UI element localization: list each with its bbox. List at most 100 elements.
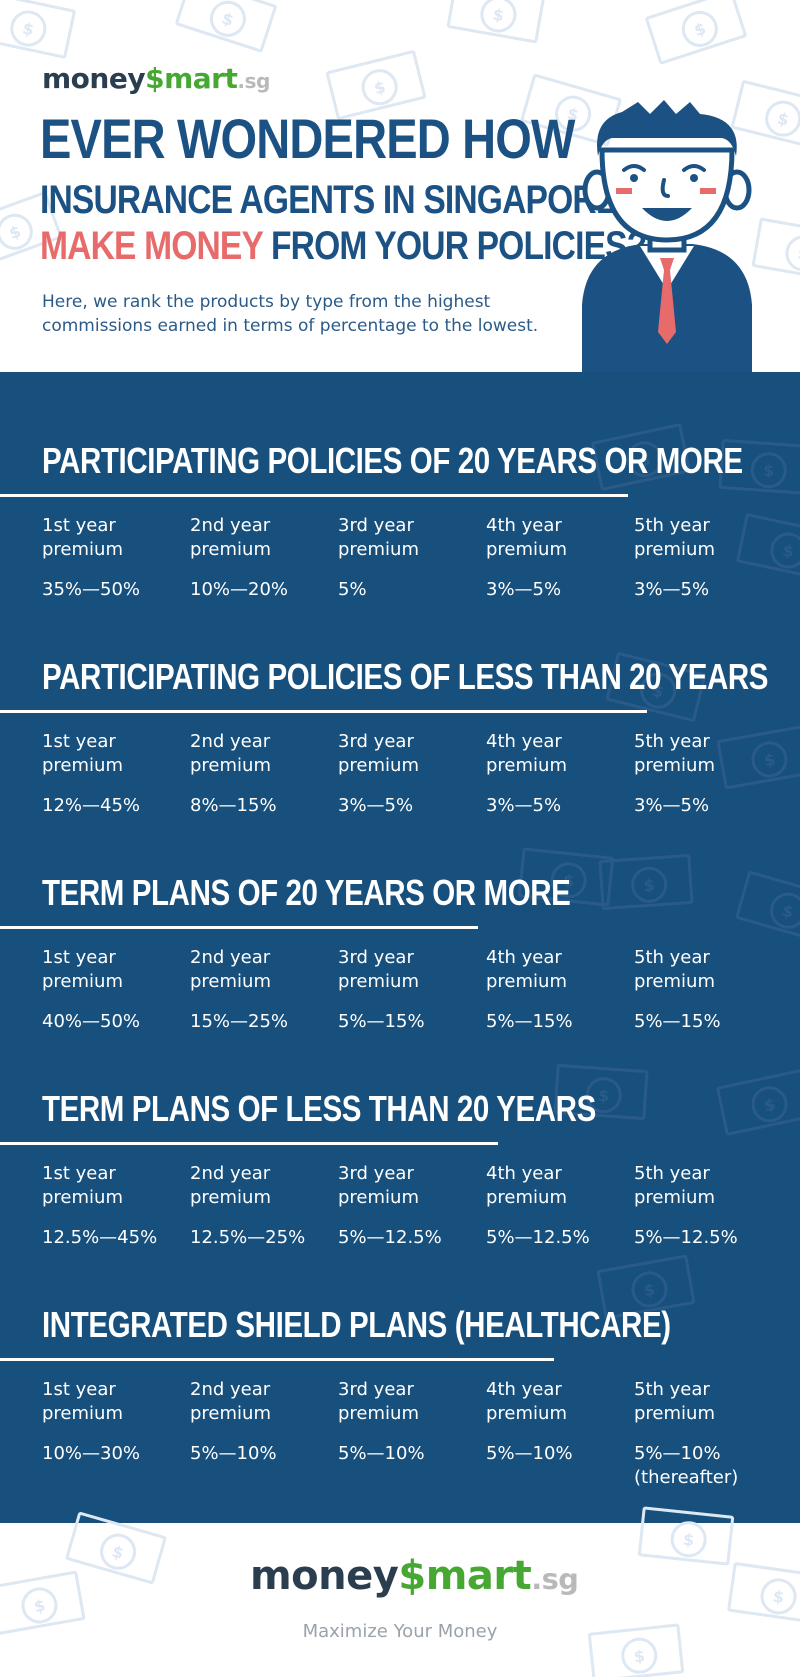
section-participating-under-20: PARTICIPATING POLICIES OF LESS THAN 20 Y… (0, 656, 800, 856)
commission-range: 5%—15% (338, 1011, 425, 1032)
commission-range: 3%—5% (486, 579, 562, 600)
headline-line-1: EVER WONDERED HOW (40, 107, 575, 170)
commission-range: 5% (338, 579, 367, 600)
premium-year-label: 3rd year premium (338, 947, 419, 992)
headline-line-3: MAKE MONEY FROM YOUR POLICIES? (40, 224, 647, 269)
commission-panel: PARTICIPATING POLICIES OF 20 YEARS OR MO… (0, 372, 800, 1523)
money-bill-icon (644, 0, 748, 65)
section-divider (0, 1358, 554, 1361)
commission-range: 15%—25% (190, 1011, 289, 1032)
premium-column: 5th year premium 5%—12.5% (634, 1162, 784, 1250)
premium-year-label: 4th year premium (486, 1379, 567, 1424)
header: money$mart.sg EVER WONDERED HOW INSURANC… (0, 0, 800, 372)
premium-year-label: 4th year premium (486, 1163, 567, 1208)
premium-column: 2nd year premium 8%—15% (190, 730, 340, 818)
commission-range: 5%—12.5% (338, 1227, 442, 1248)
premium-year-label: 2nd year premium (190, 515, 271, 560)
premium-column: 4th year premium 3%—5% (486, 730, 636, 818)
premium-column: 2nd year premium 10%—20% (190, 514, 340, 602)
premium-column: 3rd year premium 5%—10% (338, 1378, 488, 1466)
premium-column: 1st year premium 35%—50% (42, 514, 192, 602)
section-title: PARTICIPATING POLICIES OF LESS THAN 20 Y… (42, 656, 769, 697)
premium-column: 3rd year premium 5% (338, 514, 488, 602)
premium-year-label: 2nd year premium (190, 947, 271, 992)
premium-column: 3rd year premium 5%—12.5% (338, 1162, 488, 1250)
premium-year-label: 4th year premium (486, 947, 567, 992)
premium-year-label: 4th year premium (486, 731, 567, 776)
premium-column: 2nd year premium 12.5%—25% (190, 1162, 340, 1250)
insurance-agent-illustration (582, 100, 752, 372)
commission-range: 10%—20% (190, 579, 289, 600)
premium-column: 3rd year premium 5%—15% (338, 946, 488, 1034)
premium-year-label: 2nd year premium (190, 731, 271, 776)
headline-line-3-rest: FROM YOUR POLICIES? (262, 224, 647, 268)
headline-line-2: INSURANCE AGENTS IN SINGAPORE (40, 178, 618, 222)
tagline: Maximize Your Money (302, 1621, 498, 1642)
intro-text: Here, we rank the products by type from … (42, 292, 539, 336)
premium-year-label: 2nd year premium (190, 1163, 271, 1208)
commission-range: 5%—10% (338, 1443, 425, 1464)
section-divider (0, 926, 478, 929)
premium-column: 2nd year premium 15%—25% (190, 946, 340, 1034)
commission-range: 3%—5% (486, 795, 562, 816)
money-bill-icon (637, 1506, 735, 1566)
footer: money$mart.sg Maximize Your Money (0, 1506, 800, 1677)
premium-year-label: 1st year premium (42, 947, 123, 992)
premium-column: 1st year premium 10%—30% (42, 1378, 192, 1466)
premium-column: 5th year premium 5%—10% (thereafter) (634, 1378, 784, 1490)
commission-range: 5%—10% (486, 1443, 573, 1464)
commission-range: 5%—12.5% (634, 1227, 738, 1248)
section-divider (0, 1142, 498, 1145)
premium-year-label: 2nd year premium (190, 1379, 271, 1424)
commission-range: 3%—5% (634, 579, 710, 600)
premium-year-label: 5th year premium (634, 947, 715, 992)
commission-range: 5%—15% (634, 1011, 721, 1032)
premium-column: 4th year premium 5%—15% (486, 946, 636, 1034)
commission-range: 40%—50% (42, 1011, 141, 1032)
premium-year-label: 3rd year premium (338, 1379, 419, 1424)
premium-column: 4th year premium 3%—5% (486, 514, 636, 602)
commission-range: 12.5%—25% (190, 1227, 306, 1248)
section-term-20-plus: TERM PLANS OF 20 YEARS OR MORE 1st year … (0, 872, 800, 1072)
commission-range: 5%—15% (486, 1011, 573, 1032)
moneysmart-logo[interactable]: money$mart.sg (42, 62, 270, 95)
commission-range: 3%—5% (338, 795, 414, 816)
commission-range: 8%—15% (190, 795, 277, 816)
commission-range: 5%—10% (thereafter) (634, 1443, 739, 1488)
section-term-under-20: TERM PLANS OF LESS THAN 20 YEARS 1st yea… (0, 1088, 800, 1288)
section-title: TERM PLANS OF 20 YEARS OR MORE (42, 872, 571, 913)
headline-highlight: MAKE MONEY (40, 224, 263, 268)
section-participating-20-plus: PARTICIPATING POLICIES OF 20 YEARS OR MO… (0, 440, 800, 640)
commission-range: 10%—30% (42, 1443, 141, 1464)
commission-range: 3%—5% (634, 795, 710, 816)
premium-column: 4th year premium 5%—12.5% (486, 1162, 636, 1250)
premium-year-label: 1st year premium (42, 731, 123, 776)
premium-column: 2nd year premium 5%—10% (190, 1378, 340, 1466)
premium-year-label: 4th year premium (486, 515, 567, 560)
premium-column: 5th year premium 3%—5% (634, 730, 784, 818)
commission-range: 5%—10% (190, 1443, 277, 1464)
commission-range: 12%—45% (42, 795, 141, 816)
premium-year-label: 1st year premium (42, 1163, 123, 1208)
money-bill-icon (0, 0, 77, 60)
premium-year-label: 5th year premium (634, 1163, 715, 1208)
premium-year-label: 5th year premium (634, 515, 715, 560)
premium-column: 3rd year premium 3%—5% (338, 730, 488, 818)
section-divider (0, 494, 628, 497)
premium-column: 1st year premium 12.5%—45% (42, 1162, 192, 1250)
section-divider (0, 710, 647, 713)
section-title: PARTICIPATING POLICIES OF 20 YEARS OR MO… (42, 440, 743, 481)
commission-range: 12.5%—45% (42, 1227, 158, 1248)
money-bill-icon (174, 0, 278, 53)
moneysmart-logo[interactable]: money$mart.sg (250, 1553, 579, 1599)
money-bill-icon (446, 0, 546, 44)
premium-year-label: 1st year premium (42, 515, 123, 560)
premium-year-label: 1st year premium (42, 1379, 123, 1424)
premium-column: 4th year premium 5%—10% (486, 1378, 636, 1466)
premium-year-label: 3rd year premium (338, 731, 419, 776)
commission-range: 35%—50% (42, 579, 141, 600)
commission-range: 5%—12.5% (486, 1227, 590, 1248)
section-title: INTEGRATED SHIELD PLANS (HEALTHCARE) (42, 1304, 671, 1345)
premium-column: 1st year premium 12%—45% (42, 730, 192, 818)
section-integrated-shield: INTEGRATED SHIELD PLANS (HEALTHCARE) 1st… (0, 1304, 800, 1504)
